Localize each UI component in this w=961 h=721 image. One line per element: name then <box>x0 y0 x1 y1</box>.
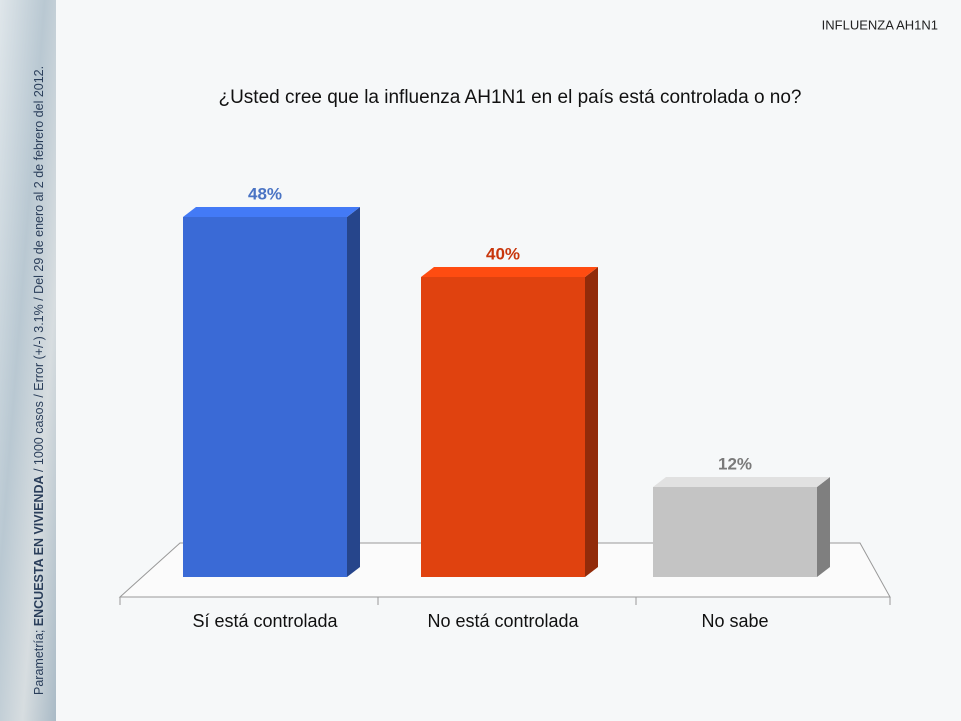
bar-side <box>585 267 598 577</box>
source-part: Parametría; <box>32 626 46 695</box>
bar-side <box>347 207 360 577</box>
x-tick-label: Sí está controlada <box>192 611 338 631</box>
value-label: 48% <box>248 184 282 203</box>
header: INFLUENZA AH1N1 <box>822 17 938 32</box>
chart-title: ¿Usted cree que la influenza AH1N1 en el… <box>218 87 801 108</box>
bar <box>421 277 585 577</box>
value-label: 40% <box>486 244 520 263</box>
side-strip <box>0 0 56 721</box>
source-part: ENCUESTA EN VIVIENDA <box>32 476 46 627</box>
source-part: / 1000 casos / Error (+/-) 3.1% / Del 29… <box>32 66 46 476</box>
bar-top <box>421 267 598 277</box>
x-tick-label: No está controlada <box>427 611 579 631</box>
bar <box>183 217 347 577</box>
value-label: 12% <box>718 454 752 473</box>
x-tick-label: No sabe <box>701 611 768 631</box>
bar-top <box>183 207 360 217</box>
source-note: Parametría; ENCUESTA EN VIVIENDA / 1000 … <box>32 66 46 695</box>
bar-side <box>817 477 830 577</box>
bar <box>653 487 817 577</box>
bar-top <box>653 477 830 487</box>
